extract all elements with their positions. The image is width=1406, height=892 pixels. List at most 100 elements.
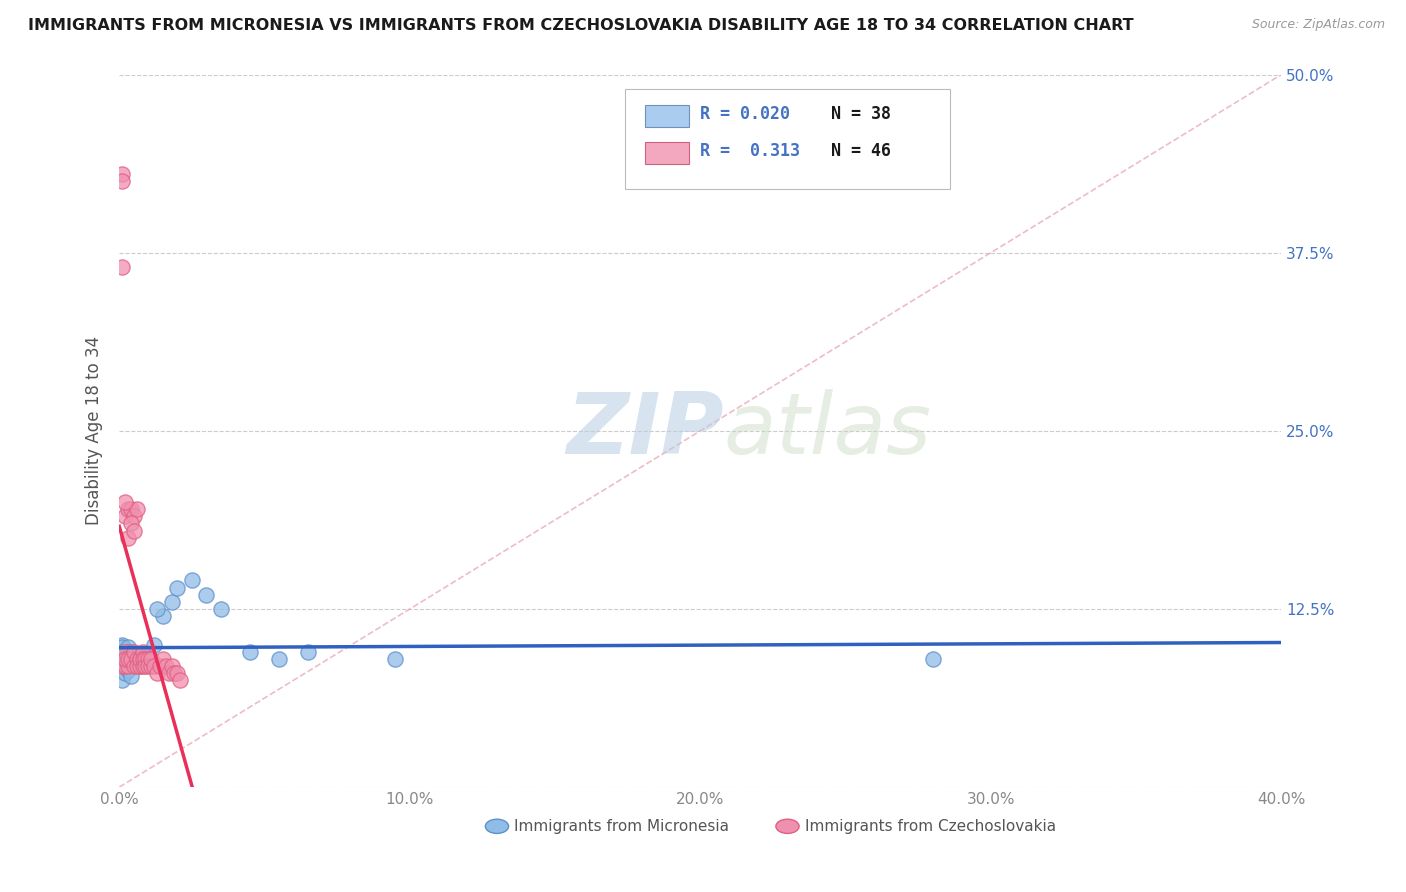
Text: atlas: atlas — [724, 389, 932, 473]
Point — [120, 502, 142, 516]
Point — [114, 659, 136, 673]
Point — [166, 581, 188, 595]
Point — [122, 524, 145, 538]
Text: Source: ZipAtlas.com: Source: ZipAtlas.com — [1251, 18, 1385, 31]
Point — [180, 574, 202, 588]
Point — [120, 645, 142, 659]
Point — [384, 652, 406, 666]
Point — [120, 669, 142, 683]
Point — [125, 655, 148, 669]
Point — [141, 659, 163, 673]
Point — [163, 666, 186, 681]
Point — [143, 659, 166, 673]
Point — [239, 645, 262, 659]
Point — [111, 174, 134, 188]
Point — [128, 659, 150, 673]
Point — [120, 655, 142, 669]
Point — [131, 645, 153, 659]
Point — [120, 652, 142, 666]
Point — [209, 602, 232, 616]
Point — [111, 673, 134, 688]
Point — [114, 656, 136, 670]
Point — [111, 640, 134, 655]
Point — [111, 638, 134, 652]
Point — [117, 645, 139, 659]
Point — [136, 659, 159, 673]
Point — [160, 659, 183, 673]
Point — [136, 652, 159, 666]
Point — [122, 659, 145, 673]
Text: R =  0.313: R = 0.313 — [700, 142, 800, 160]
Point — [117, 502, 139, 516]
Point — [155, 659, 177, 673]
Point — [195, 588, 218, 602]
Point — [143, 638, 166, 652]
Point — [122, 509, 145, 524]
Text: ZIP: ZIP — [567, 389, 724, 473]
Point — [114, 666, 136, 681]
Point — [117, 640, 139, 655]
Point — [297, 645, 319, 659]
Point — [120, 516, 142, 531]
FancyBboxPatch shape — [624, 89, 950, 188]
Point — [125, 502, 148, 516]
Point — [157, 666, 180, 681]
Point — [136, 648, 159, 663]
Text: Immigrants from Czechoslovakia: Immigrants from Czechoslovakia — [804, 819, 1056, 834]
Bar — [644, 142, 689, 163]
Point — [111, 659, 134, 673]
Point — [141, 652, 163, 666]
Text: Immigrants from Micronesia: Immigrants from Micronesia — [515, 819, 730, 834]
Point — [120, 648, 142, 663]
Point — [134, 659, 156, 673]
Point — [125, 655, 148, 669]
Point — [122, 652, 145, 666]
Point — [166, 666, 188, 681]
Point — [128, 652, 150, 666]
Point — [114, 495, 136, 509]
Point — [122, 648, 145, 662]
Bar — [644, 105, 689, 127]
Point — [128, 659, 150, 673]
Point — [267, 652, 290, 666]
Point — [114, 652, 136, 666]
Circle shape — [776, 819, 799, 833]
Point — [117, 645, 139, 659]
Point — [111, 645, 134, 659]
Text: R = 0.020: R = 0.020 — [700, 104, 790, 123]
Point — [122, 645, 145, 659]
Point — [117, 652, 139, 666]
Point — [921, 652, 943, 666]
Point — [117, 531, 139, 545]
Point — [114, 652, 136, 666]
Text: N = 38: N = 38 — [811, 104, 891, 123]
Point — [134, 652, 156, 666]
Point — [152, 609, 174, 624]
Point — [111, 167, 134, 181]
Point — [134, 652, 156, 666]
Point — [114, 648, 136, 663]
Point — [131, 648, 153, 663]
Point — [125, 652, 148, 666]
Point — [149, 659, 172, 673]
Circle shape — [485, 819, 509, 833]
Point — [117, 659, 139, 673]
Point — [128, 652, 150, 666]
Text: IMMIGRANTS FROM MICRONESIA VS IMMIGRANTS FROM CZECHOSLOVAKIA DISABILITY AGE 18 T: IMMIGRANTS FROM MICRONESIA VS IMMIGRANTS… — [28, 18, 1133, 33]
Point — [114, 645, 136, 659]
Y-axis label: Disability Age 18 to 34: Disability Age 18 to 34 — [86, 336, 103, 525]
Point — [111, 260, 134, 274]
Point — [131, 659, 153, 673]
Point — [114, 509, 136, 524]
Point — [117, 652, 139, 666]
Point — [152, 652, 174, 666]
Point — [160, 595, 183, 609]
Point — [146, 666, 169, 681]
Point — [146, 602, 169, 616]
Point — [117, 663, 139, 677]
Point — [125, 659, 148, 673]
Point — [169, 673, 191, 688]
Point — [131, 652, 153, 666]
Text: N = 46: N = 46 — [811, 142, 891, 160]
Point — [117, 659, 139, 673]
